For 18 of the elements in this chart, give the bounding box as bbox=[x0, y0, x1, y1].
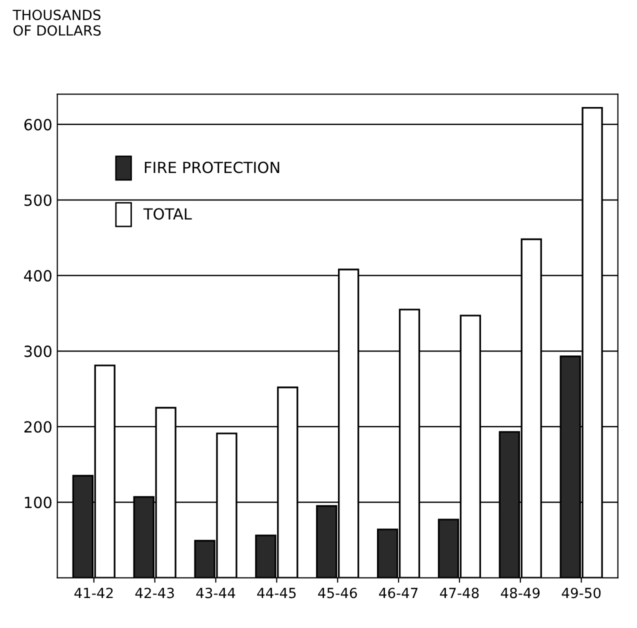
x-tick-label: 47-48 bbox=[440, 588, 479, 598]
y-tick-label: 200 bbox=[24, 421, 52, 433]
x-tick-label: 42-43 bbox=[135, 588, 174, 598]
legend-label: FIRE PROTECTION bbox=[144, 162, 280, 174]
legend-label: TOTAL bbox=[143, 208, 192, 220]
x-tick-label: 43-44 bbox=[196, 588, 236, 598]
x-tick-label: 48-49 bbox=[500, 588, 540, 598]
y-tick-label: 600 bbox=[24, 118, 52, 130]
x-tick-label: 41-42 bbox=[74, 588, 113, 598]
x-tick-label: 44-45 bbox=[257, 588, 296, 598]
y-axis-title: THOUSANDS OF DOLLARS bbox=[12, 10, 101, 36]
x-tick-label: 45-46 bbox=[318, 588, 357, 598]
y-tick-label: 300 bbox=[24, 346, 52, 358]
y-tick-label: 500 bbox=[24, 194, 52, 206]
y-tick-label: 100 bbox=[24, 496, 52, 508]
x-tick-label: 49-50 bbox=[562, 588, 601, 598]
x-tick-label: 46-47 bbox=[379, 588, 418, 598]
y-tick-label: 400 bbox=[24, 270, 52, 282]
